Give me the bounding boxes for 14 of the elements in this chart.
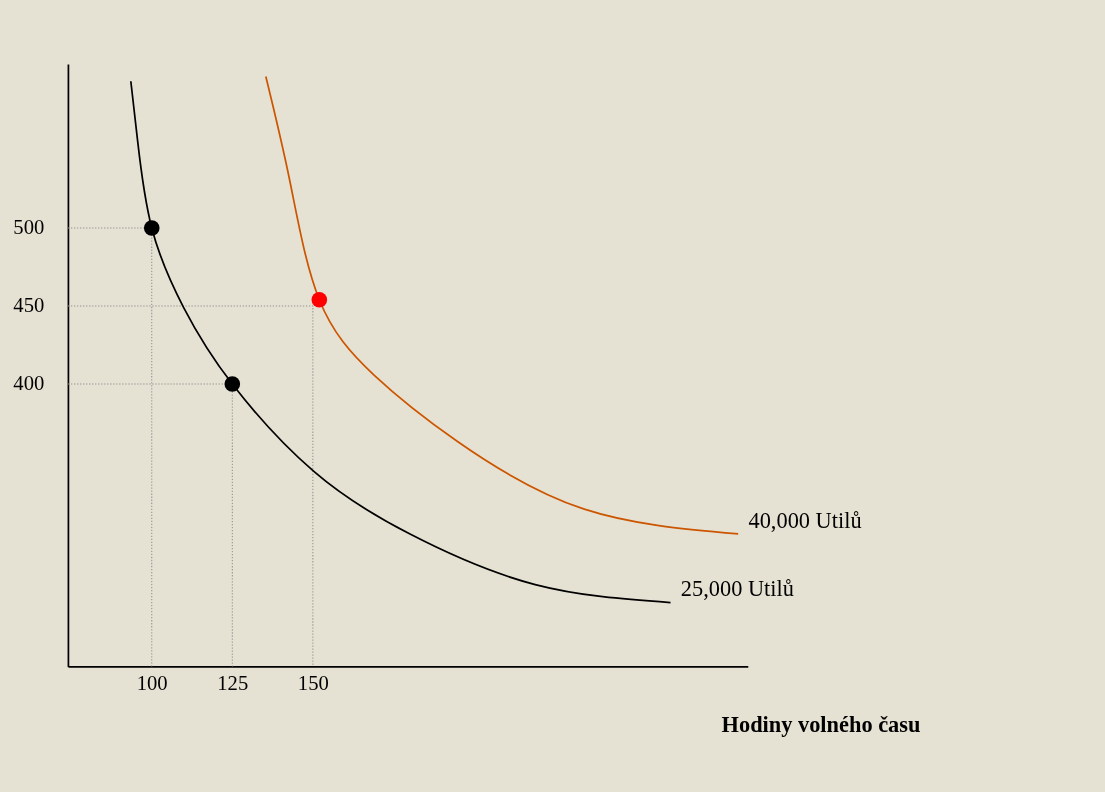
annotation: 40,000 Utilů [748, 507, 862, 533]
y-tick-label: 400 [13, 372, 45, 395]
y-tick-label: 450 [13, 294, 45, 317]
x-tick-label: 150 [297, 672, 329, 695]
point [224, 376, 241, 392]
line-series [129, 80, 672, 604]
x-axis-title: Hodiny volného času [721, 712, 921, 738]
y-tick-label: 500 [13, 216, 45, 239]
x-tick-label: 100 [136, 672, 168, 695]
point [143, 220, 160, 236]
line-series [264, 75, 740, 535]
annotation: 25,000 Utilů [680, 576, 794, 602]
x-tick-label: 125 [217, 672, 249, 695]
point [311, 291, 328, 308]
